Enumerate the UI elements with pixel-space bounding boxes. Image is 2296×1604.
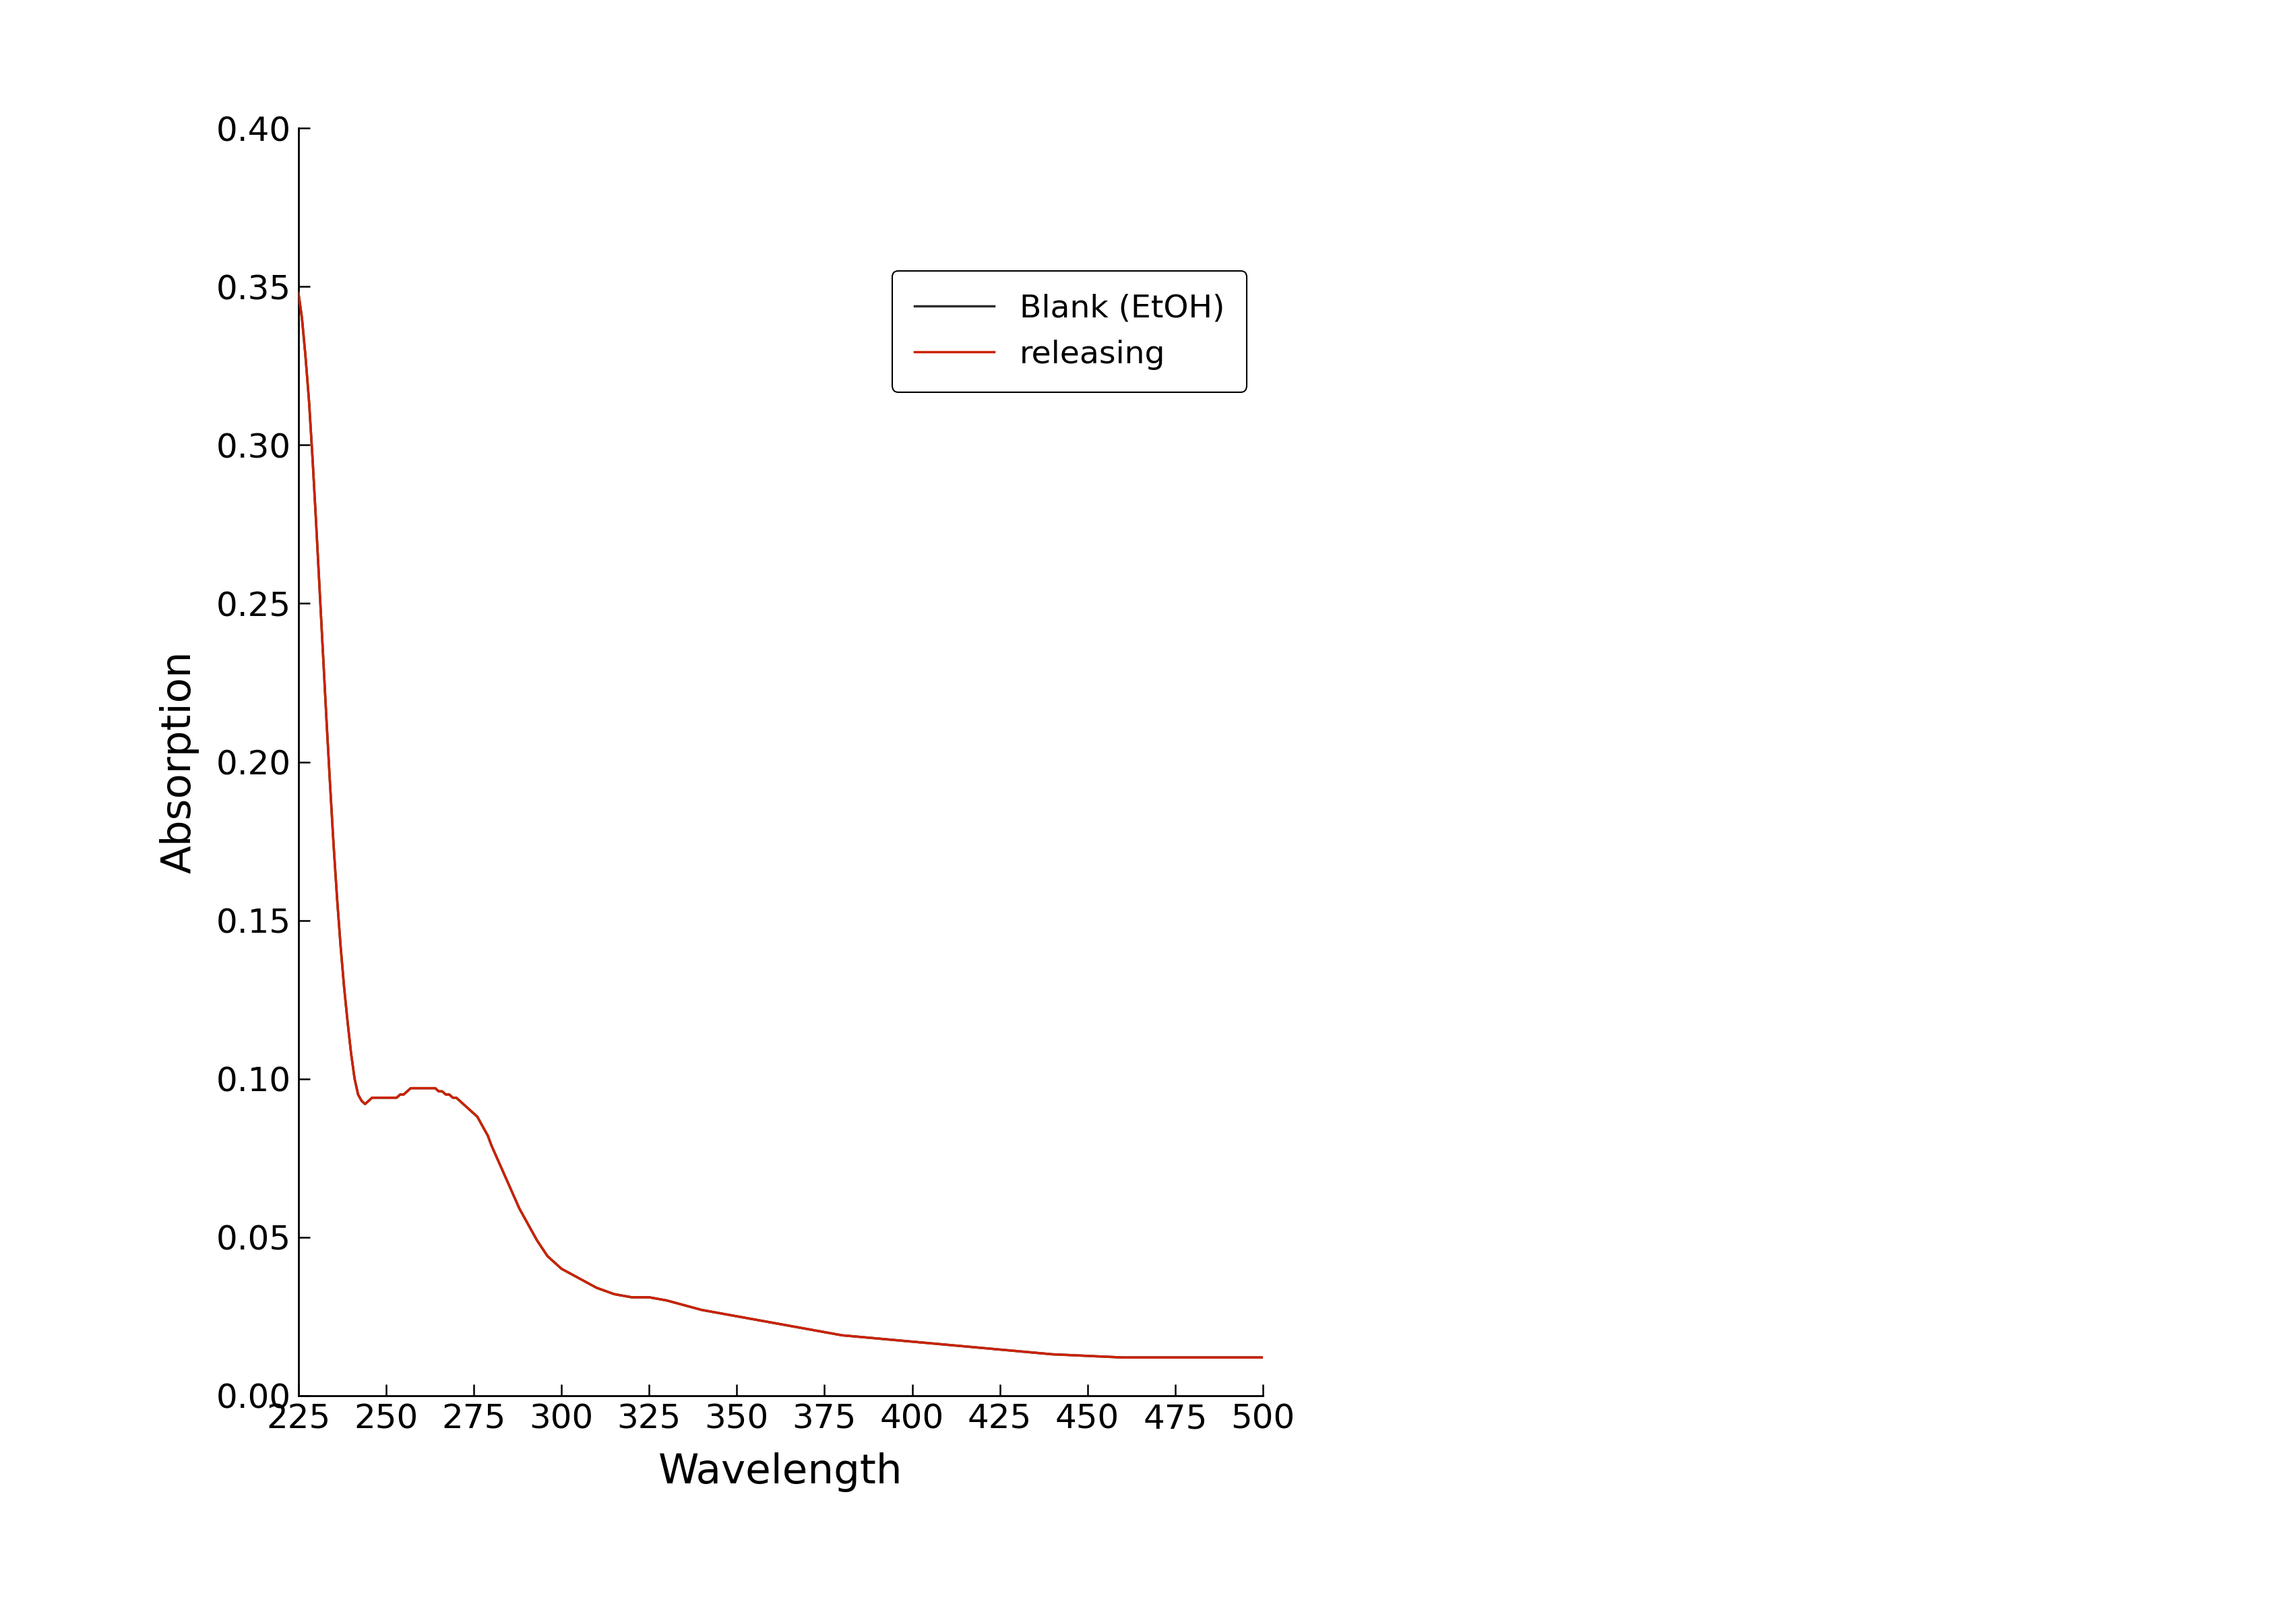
Blank (EtOH)	[1249, 1347, 1277, 1367]
Blank (EtOH)	[365, 1088, 393, 1107]
releasing	[363, 1088, 390, 1107]
Y-axis label: Absorption: Absorption	[158, 651, 200, 873]
Blank (EtOH)	[418, 1078, 445, 1097]
releasing	[583, 1278, 611, 1298]
Blank (EtOH)	[363, 1088, 390, 1107]
X-axis label: Wavelength: Wavelength	[659, 1452, 902, 1492]
releasing	[1109, 1347, 1137, 1367]
Legend: Blank (EtOH), releasing: Blank (EtOH), releasing	[893, 271, 1247, 391]
Blank (EtOH)	[351, 1094, 379, 1113]
releasing	[549, 1259, 576, 1278]
Blank (EtOH)	[549, 1259, 576, 1278]
releasing	[285, 284, 312, 303]
Line: releasing: releasing	[298, 294, 1263, 1357]
releasing	[1249, 1347, 1277, 1367]
releasing	[418, 1078, 445, 1097]
Blank (EtOH)	[1109, 1347, 1137, 1367]
Blank (EtOH)	[583, 1278, 611, 1298]
releasing	[365, 1088, 393, 1107]
Blank (EtOH)	[285, 284, 312, 303]
releasing	[351, 1094, 379, 1113]
Line: Blank (EtOH): Blank (EtOH)	[298, 294, 1263, 1357]
